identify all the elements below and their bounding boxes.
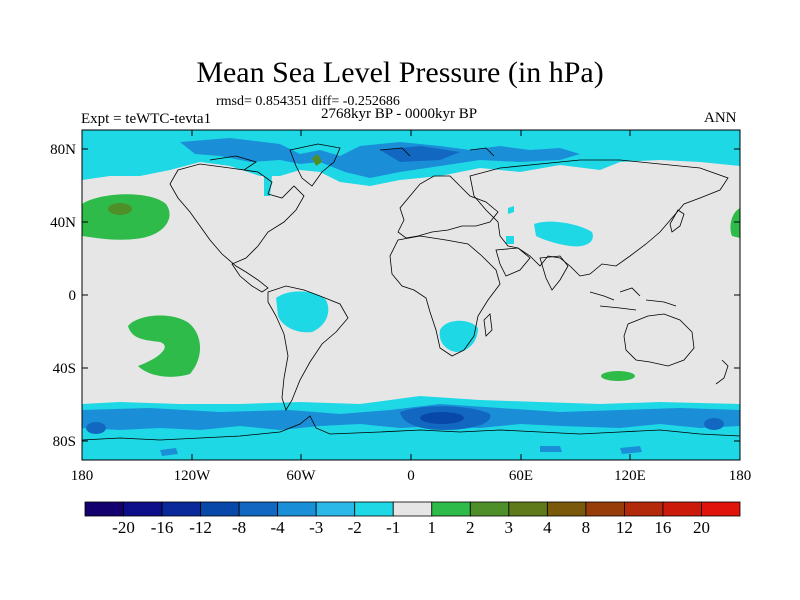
europe-low-spot: [508, 206, 514, 214]
lon-label-180e: 180: [728, 468, 752, 484]
colorbar-label: 12: [615, 518, 633, 537]
period-line: 2768kyr BP - 0000kyr BP: [321, 106, 478, 122]
colorbar-swatch: [469, 501, 510, 517]
coast-europe: [397, 175, 499, 239]
coast-india: [539, 255, 569, 291]
lat-label-40n: 40N: [50, 215, 76, 231]
colorbar-label: 4: [543, 518, 552, 537]
colorbar-swatch: [431, 501, 471, 517]
colorbar-label: 16: [654, 518, 672, 537]
coastlines: [82, 143, 740, 441]
south-pacific-high: [128, 315, 201, 377]
stats-line: rmsd= 0.854351 diff= -0.252686: [216, 94, 400, 109]
colorbar-swatch: [123, 501, 163, 517]
colorbar-swatch: [392, 501, 433, 517]
axis-ticks: [81, 130, 741, 460]
arctic-band-mid: [180, 138, 580, 178]
experiment-line: Expt = teWTC-tevta1: [81, 111, 212, 127]
lat-label-0: 0: [68, 288, 77, 304]
colorbar-label: -4: [270, 518, 285, 537]
colorbar-label: -3: [309, 518, 324, 537]
lon-label-180w: 180: [70, 468, 94, 484]
colorbar-label: -16: [150, 518, 174, 537]
coast-greenland: [289, 143, 341, 187]
colorbar-swatch: [662, 501, 702, 517]
colorbar-label: 20: [693, 518, 710, 537]
colorbar-label: 1: [427, 518, 437, 537]
coast-australia: [623, 313, 695, 367]
north-pacific-high-core: [108, 203, 132, 215]
colorbar-label: 8: [581, 518, 591, 537]
lon-label-0: 0: [407, 468, 415, 484]
colorbar: [84, 501, 741, 517]
indian-ocean-high: [601, 371, 635, 381]
colorbar-swatch: [315, 501, 356, 517]
pressure-field: [82, 130, 740, 460]
lat-label-80s: 80S: [52, 434, 76, 450]
colorbar-swatch: [200, 501, 240, 517]
east-edge-high: [730, 208, 740, 238]
asia-low: [534, 221, 593, 247]
north-pacific-high: [82, 194, 170, 240]
lon-label-60w: 60W: [286, 468, 316, 484]
colorbar-swatch: [624, 501, 664, 517]
coast-arctic-islands: [209, 147, 495, 171]
colorbar-swatch: [161, 501, 201, 517]
colorbar-swatch: [508, 501, 548, 517]
coast-madagascar: [483, 313, 493, 337]
coast-south-america: [267, 285, 349, 411]
colorbar-label: -2: [347, 518, 362, 537]
lat-label-40s: 40S: [52, 361, 76, 377]
colorbar-label: -8: [232, 518, 247, 537]
colorbar-label: -12: [189, 518, 212, 537]
colorbar-swatch: [354, 501, 394, 517]
colorbar-label: -20: [112, 518, 135, 537]
map-title: Mean Sea Level Pressure (in hPa): [196, 56, 604, 89]
lat-ticks-left: [82, 148, 88, 442]
arctic-band-deep: [380, 146, 460, 162]
south-ocean-spots: [160, 446, 642, 456]
colorbar-swatch: [277, 501, 317, 517]
colorbar-swatch: [84, 501, 124, 517]
antarctic-plateau-light: [82, 440, 740, 460]
lat-label-80n: 80N: [50, 142, 76, 158]
lon-label-120e: 120E: [614, 468, 646, 484]
coast-arabia: [495, 247, 531, 277]
arctic-olive-spot: [312, 154, 322, 166]
lon-ticks-bottom: [81, 454, 741, 460]
colorbar-swatch: [701, 501, 741, 517]
coast-asia: [469, 159, 729, 277]
season-label: ANN: [704, 110, 737, 126]
west-antarctic-low: [86, 422, 106, 434]
lat-ticks-right: [734, 148, 740, 442]
colorbar-swatch: [546, 501, 587, 517]
antarctic-deepest-core: [420, 412, 464, 424]
lon-label-60e: 60E: [508, 468, 534, 484]
coast-new-zealand: [715, 359, 729, 385]
colorbar-label: 3: [504, 518, 514, 537]
east-antarctic-low: [704, 418, 724, 430]
coast-indonesia: [589, 287, 677, 311]
lon-ticks-top: [81, 130, 741, 136]
south-america-low: [276, 291, 329, 333]
lon-label-120w: 120W: [173, 468, 211, 484]
coast-africa: [389, 235, 501, 357]
colorbar-swatch: [585, 501, 625, 517]
coast-antarctica: [82, 415, 740, 441]
middle-east-low: [506, 236, 514, 244]
colorbar-label: 2: [466, 518, 475, 537]
colorbar-swatch: [238, 501, 279, 517]
colorbar-label: -1: [386, 518, 401, 537]
coast-japan: [669, 209, 685, 233]
coast-north-america: [169, 163, 305, 293]
